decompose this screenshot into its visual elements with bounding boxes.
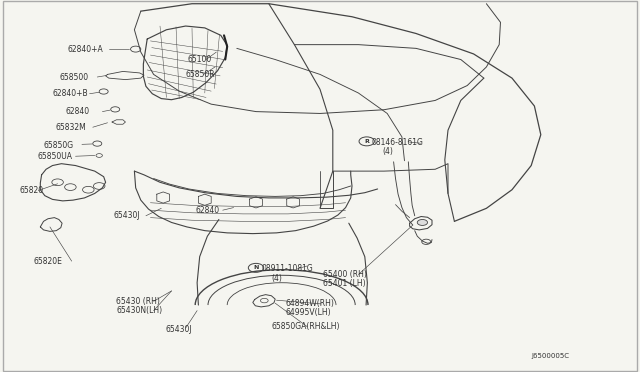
Text: 65820: 65820 bbox=[19, 186, 44, 195]
Text: 65100: 65100 bbox=[188, 55, 212, 64]
Text: 08911-1081G: 08911-1081G bbox=[261, 264, 313, 273]
Text: 64894W(RH): 64894W(RH) bbox=[285, 299, 334, 308]
Text: 65850G: 65850G bbox=[44, 141, 74, 150]
Text: 658500: 658500 bbox=[60, 73, 89, 81]
Text: N: N bbox=[253, 265, 259, 270]
Text: 65401 (LH): 65401 (LH) bbox=[323, 279, 365, 288]
Text: 65430 (RH): 65430 (RH) bbox=[116, 297, 161, 306]
Text: (4): (4) bbox=[271, 274, 282, 283]
Text: 65850GA(RH&LH): 65850GA(RH&LH) bbox=[271, 322, 340, 331]
Text: 64995V(LH): 64995V(LH) bbox=[285, 308, 331, 317]
Text: 65832M: 65832M bbox=[56, 123, 86, 132]
Circle shape bbox=[417, 219, 428, 225]
Text: 65400 (RH): 65400 (RH) bbox=[323, 270, 367, 279]
Text: 65850UA: 65850UA bbox=[37, 153, 72, 161]
Text: 08146-8161G: 08146-8161G bbox=[371, 138, 423, 147]
Text: 65430J: 65430J bbox=[165, 325, 192, 334]
Text: 65820E: 65820E bbox=[34, 257, 63, 266]
Text: 62840: 62840 bbox=[195, 206, 220, 215]
Text: 62840+B: 62840+B bbox=[52, 89, 88, 98]
Text: R: R bbox=[364, 139, 369, 144]
Text: 65430N(LH): 65430N(LH) bbox=[116, 306, 163, 315]
Text: 62840+A: 62840+A bbox=[67, 45, 103, 54]
Text: 65850R: 65850R bbox=[186, 70, 215, 79]
Text: 65430J: 65430J bbox=[114, 211, 141, 220]
Text: 62840: 62840 bbox=[66, 107, 90, 116]
Text: (4): (4) bbox=[383, 147, 394, 156]
Text: J6500005C: J6500005C bbox=[531, 353, 569, 359]
